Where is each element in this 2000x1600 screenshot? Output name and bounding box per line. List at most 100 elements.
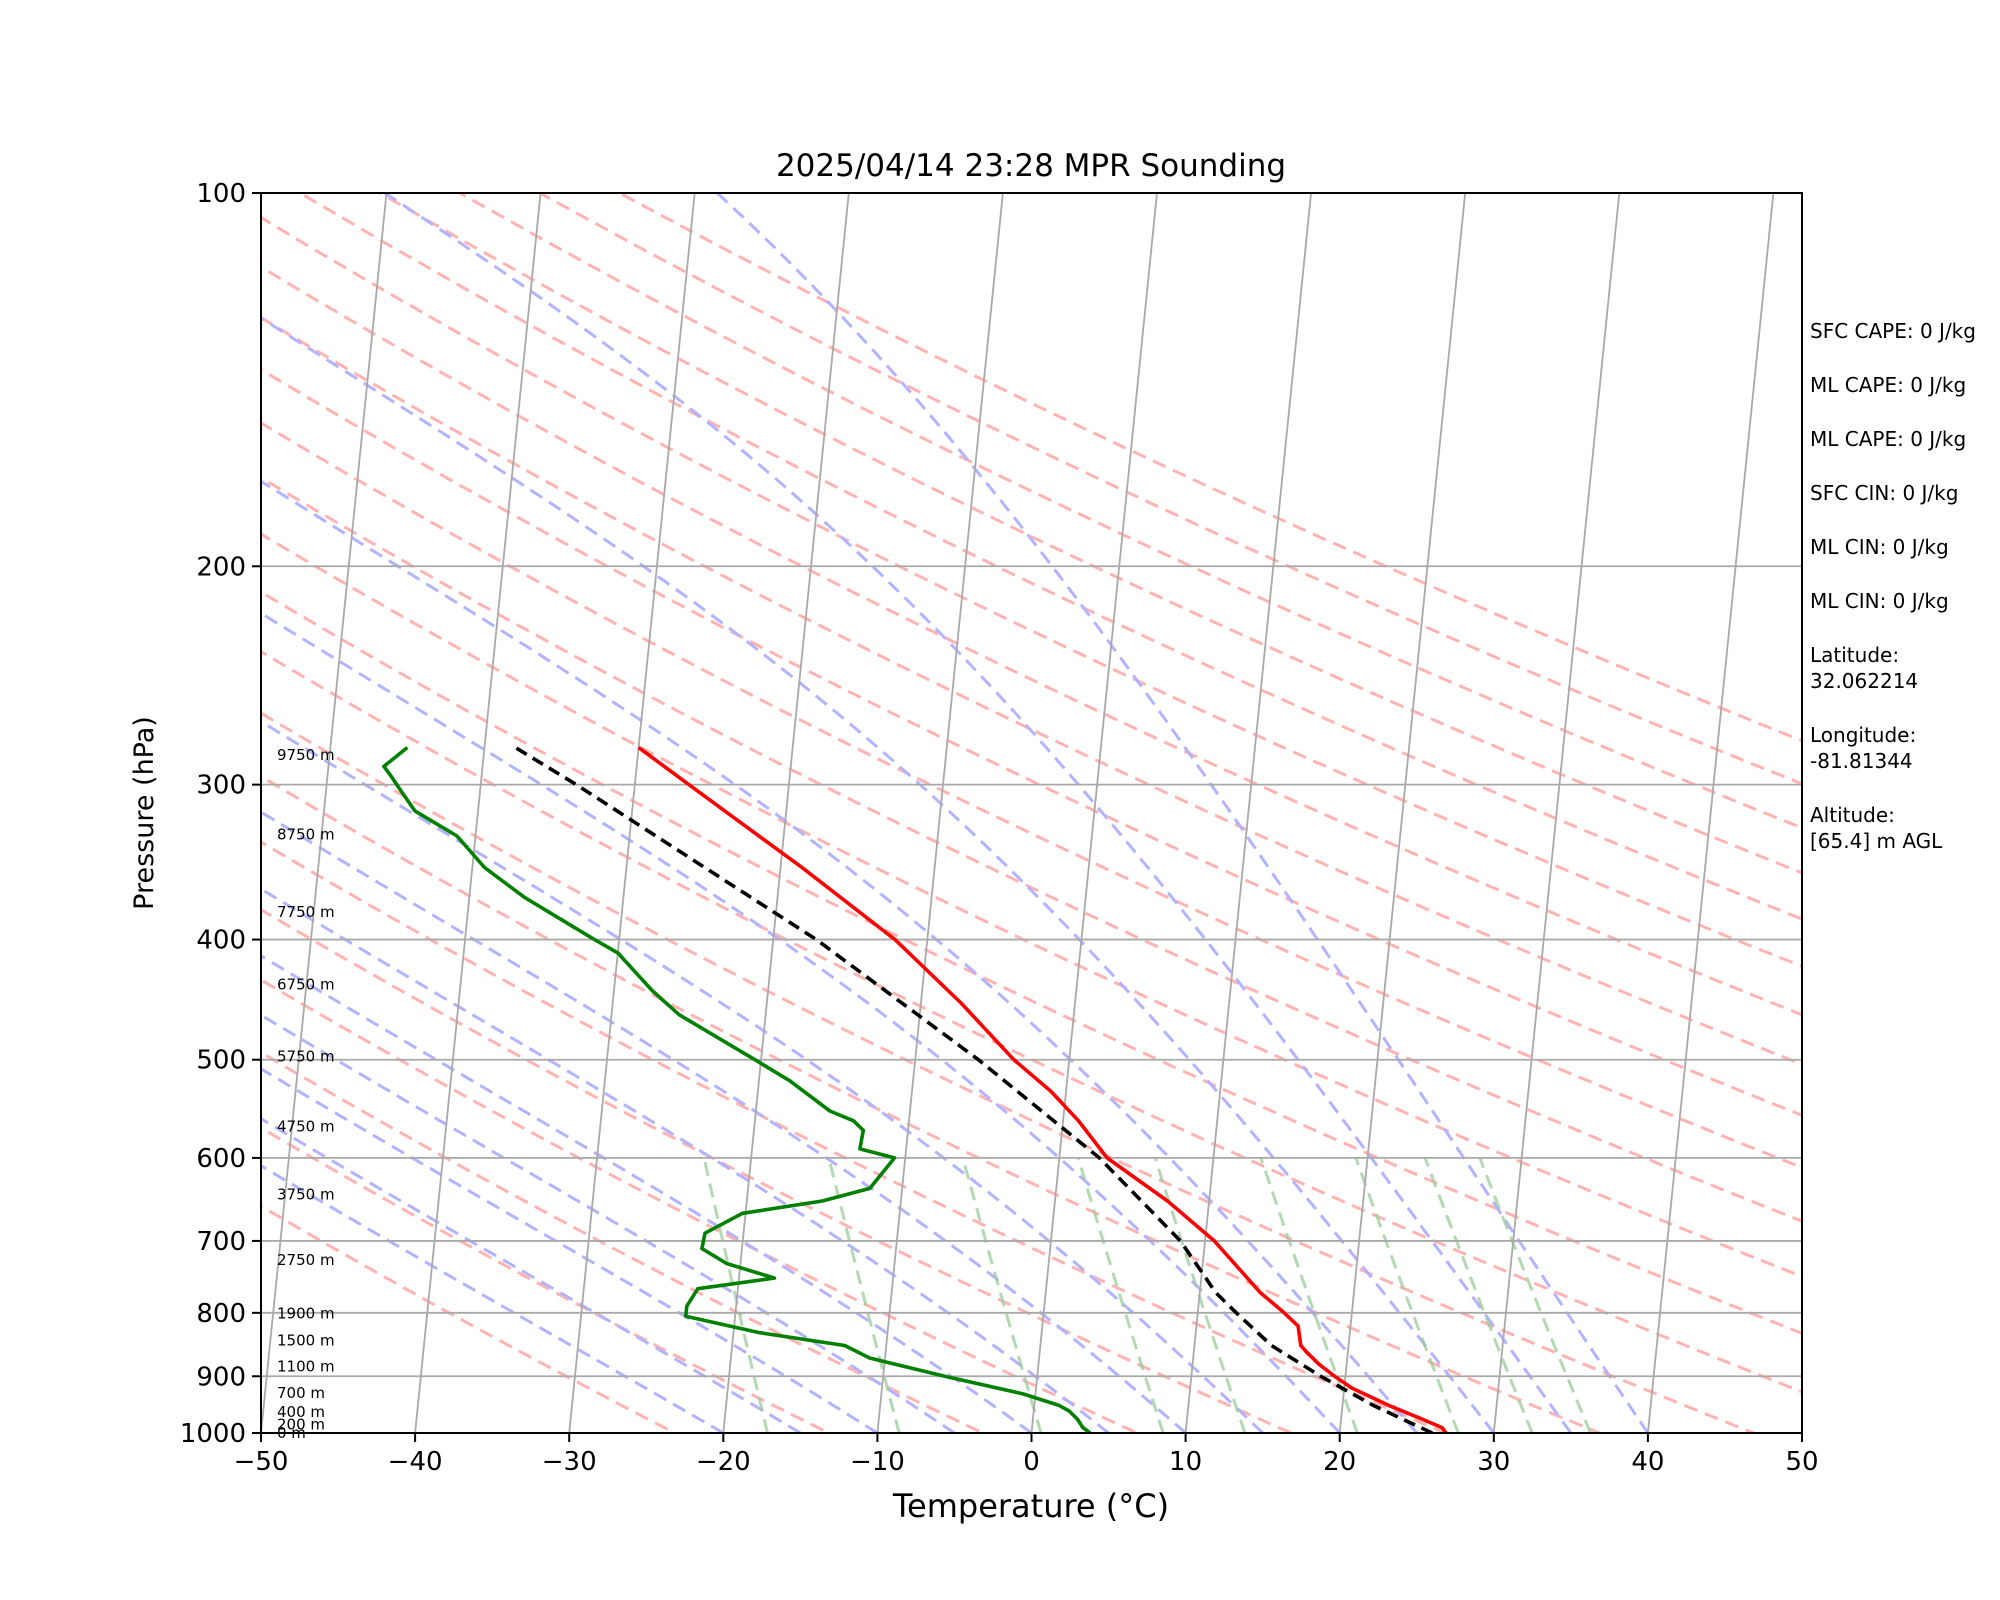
dry-adiabat-line xyxy=(261,215,1802,968)
ml-cape-text: ML CAPE: 0 J/kg xyxy=(1810,373,1967,397)
height-label: 5750 m xyxy=(277,1048,335,1066)
moist-adiabat-line xyxy=(716,193,1650,1433)
x-tick-label: −30 xyxy=(542,1447,597,1477)
y-tick-label: 800 xyxy=(196,1299,246,1329)
dry-adiabat-line xyxy=(261,421,1802,1170)
dry-adiabat-line xyxy=(299,193,1802,921)
height-label: 7750 m xyxy=(277,903,335,921)
series-line-2 xyxy=(514,745,1433,1433)
x-tick-label: −40 xyxy=(388,1447,443,1477)
series-line-1 xyxy=(382,746,1092,1433)
x-tick-label: 30 xyxy=(1477,1447,1510,1477)
moist-adiabat-line xyxy=(384,193,1573,1433)
longitude-block: Longitude: -81.81344 xyxy=(1810,722,1916,774)
mixing-ratio-line xyxy=(827,1157,901,1433)
reference-lines xyxy=(261,193,1802,1433)
series-line-0 xyxy=(637,746,1448,1433)
isobar-grid xyxy=(261,192,1802,1434)
moist-adiabat-line xyxy=(261,1116,802,1433)
height-label: 1500 m xyxy=(277,1331,335,1349)
x-tick-label: 50 xyxy=(1785,1447,1818,1477)
latitude-value: 32.062214 xyxy=(1810,669,1919,693)
sfc-cin-text: SFC CIN: 0 J/kg xyxy=(1810,481,1959,505)
dry-adiabat-line xyxy=(261,1204,679,1433)
height-label: 8750 m xyxy=(277,825,335,843)
dry-adiabat-line xyxy=(261,1050,987,1433)
moist-adiabat-line xyxy=(261,611,1341,1433)
isotherm-line xyxy=(568,193,696,1433)
height-label: 3750 m xyxy=(277,1185,335,1203)
y-tick-label: 500 xyxy=(196,1046,246,1076)
y-tick-label: 700 xyxy=(196,1227,246,1257)
dry-adiabat-line xyxy=(261,711,1758,1433)
isotherm-line xyxy=(722,193,850,1433)
mixing-ratio-line xyxy=(1354,1157,1460,1433)
dry-adiabat-line xyxy=(261,649,1802,1394)
dry-adiabat-line xyxy=(261,978,1141,1433)
mixing-ratio-line xyxy=(1153,1157,1247,1433)
latitude-label: Latitude: xyxy=(1810,643,1900,667)
dry-adiabat-line xyxy=(261,315,1802,1067)
isotherm-line xyxy=(414,193,542,1433)
altitude-label: Altitude: xyxy=(1810,803,1895,827)
mixing-ratio-line xyxy=(1076,1157,1165,1433)
sfc-cape-text: SFC CAPE: 0 J/kg xyxy=(1810,319,1976,343)
dry-adiabat-line xyxy=(261,908,1295,1433)
height-label: 1900 m xyxy=(277,1305,335,1323)
moist-adiabat-line xyxy=(261,954,1033,1433)
latitude-block: Latitude: 32.062214 xyxy=(1810,642,1918,694)
x-tick-label: 0 xyxy=(1023,1447,1040,1477)
dry-adiabat-line xyxy=(261,840,1450,1433)
dry-adiabat-line xyxy=(618,193,1802,743)
isotherm-line xyxy=(1338,193,1467,1433)
x-tick-label: −10 xyxy=(850,1447,905,1477)
y-axis-label: Pressure (hPa) xyxy=(129,716,160,910)
isotherm-line xyxy=(876,193,1004,1433)
moist-adiabat-line xyxy=(261,479,1418,1433)
longitude-label: Longitude: xyxy=(1810,723,1917,747)
altitude-value: [65.4] m AGL xyxy=(1810,829,1943,853)
x-axis-label: Temperature (°C) xyxy=(892,1487,1169,1525)
height-label: 1100 m xyxy=(277,1358,335,1376)
dry-adiabat-line xyxy=(261,774,1604,1433)
isotherm-line xyxy=(261,193,388,1433)
x-tick-label: −20 xyxy=(696,1447,751,1477)
chart-title: 2025/04/14 23:28 MPR Sounding xyxy=(776,148,1286,184)
y-tick-label: 900 xyxy=(196,1362,246,1392)
dry-adiabat-line xyxy=(459,193,1802,830)
x-tick-label: 40 xyxy=(1631,1447,1664,1477)
isotherm-line xyxy=(1184,193,1312,1433)
moist-adiabat-line xyxy=(261,1067,879,1433)
moist-adiabat-line xyxy=(261,1164,725,1433)
y-tick-label: 100 xyxy=(196,179,246,209)
altitude-block: Altitude: [65.4] m AGL xyxy=(1810,802,1942,854)
height-label: 6750 m xyxy=(277,976,335,994)
x-tick-label: −50 xyxy=(234,1447,289,1477)
mixing-ratio-line xyxy=(1259,1157,1359,1433)
mixing-ratio-line xyxy=(961,1157,1043,1433)
moist-adiabat-line xyxy=(261,316,1495,1433)
y-tick-label: 1000 xyxy=(180,1419,246,1449)
y-tick-label: 400 xyxy=(196,926,246,956)
height-label: 400 m xyxy=(277,1403,325,1421)
dry-adiabat-line xyxy=(379,193,1802,875)
dry-adiabat-line xyxy=(261,265,1802,1017)
isotherm-line xyxy=(1647,193,1775,1433)
mixing-ratio-line xyxy=(702,1157,769,1433)
height-label: 9750 m xyxy=(277,746,335,764)
longitude-value: -81.81344 xyxy=(1810,749,1913,773)
isotherm-line xyxy=(1030,193,1158,1433)
isotherm-line xyxy=(1492,193,1621,1433)
y-tick-label: 600 xyxy=(196,1144,246,1174)
dry-adiabat-line xyxy=(261,590,1802,1336)
x-tick-label: 20 xyxy=(1323,1447,1356,1477)
x-axis: −50 −40 −30 −20 −10 0 10 20 30 40 50 xyxy=(234,1433,1819,1477)
ml-cape-text-2: ML CAPE: 0 J/kg xyxy=(1810,427,1967,451)
y-axis: 1000 900 800 700 600 500 400 300 200 100 xyxy=(180,179,261,1449)
moist-adiabat-line xyxy=(261,719,1264,1433)
height-label: 700 m xyxy=(277,1384,325,1402)
y-tick-label: 200 xyxy=(196,552,246,582)
height-label: 2750 m xyxy=(277,1251,335,1269)
